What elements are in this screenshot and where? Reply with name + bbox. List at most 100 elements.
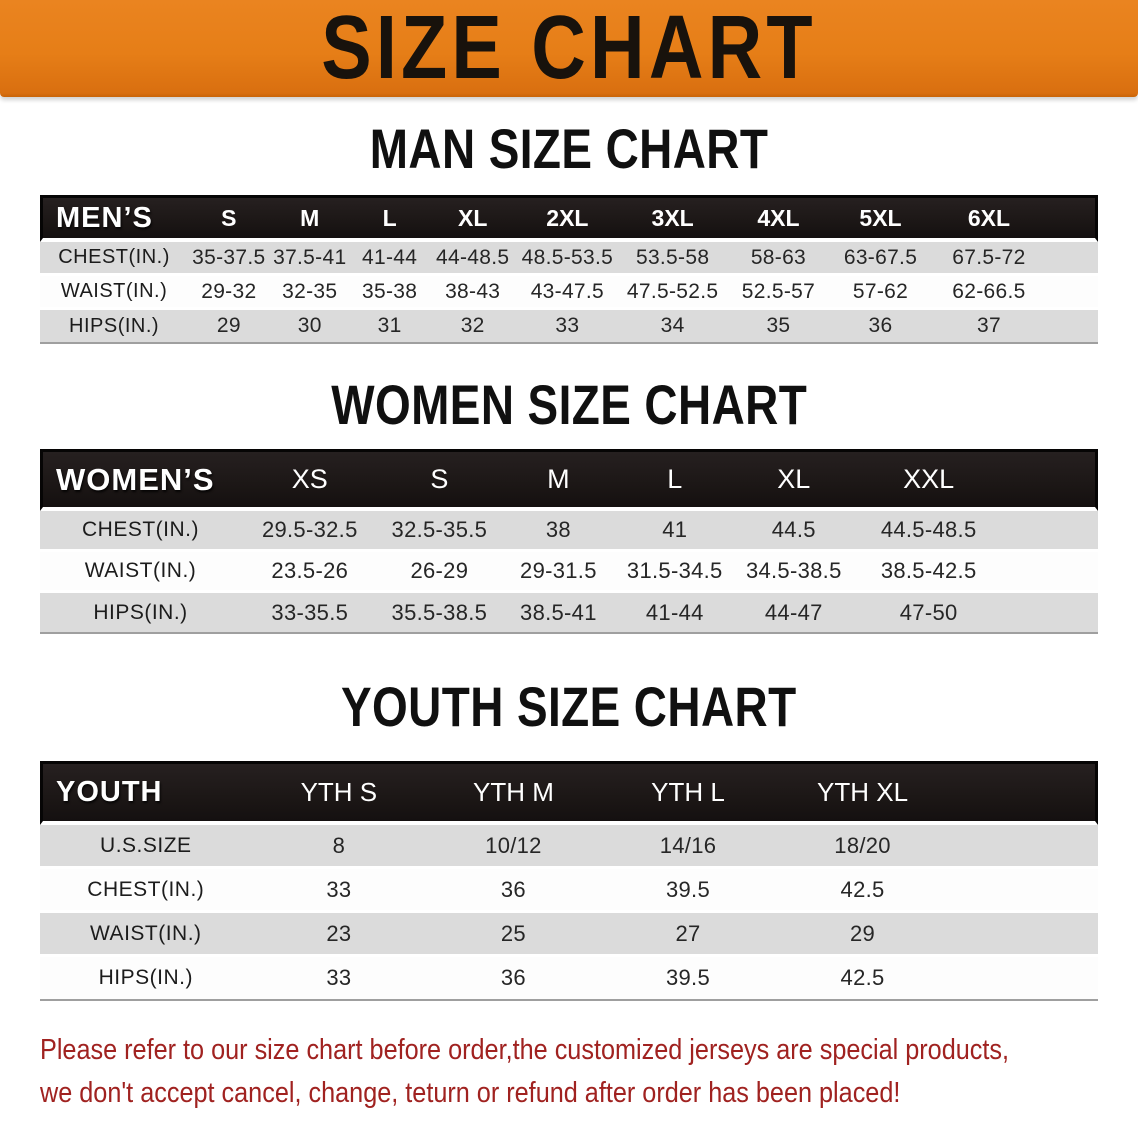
men-cell: 57-62: [830, 276, 931, 310]
youth-header-row: YOUTH YTH S YTH M YTH L YTH XL: [40, 761, 1098, 825]
women-corner-label: WOMEN’S: [40, 449, 242, 511]
men-row-label: WAIST(IN.): [40, 276, 189, 310]
men-cell: 62-66.5: [930, 276, 1048, 310]
women-size-table: WOMEN’S XS S M L XL XXL CHEST(IN.) 29.5-32.5 32.…: [40, 449, 1098, 634]
cell-spacer: [1047, 310, 1098, 344]
women-header-row: WOMEN’S XS S M L XL XXL: [40, 449, 1098, 511]
men-size-header: 3XL: [618, 195, 727, 242]
youth-section-heading-wrap: YOUTH SIZE CHART: [0, 679, 1138, 735]
men-cell: 32-35: [269, 276, 350, 310]
men-size-header: M: [269, 195, 350, 242]
women-cell: 44.5: [732, 511, 855, 552]
men-section-heading-wrap: MAN SIZE CHART: [0, 121, 1138, 177]
youth-row-label: U.S.SIZE: [40, 825, 252, 869]
women-cell: 38.5-41: [500, 593, 617, 634]
men-cell: 36: [830, 310, 931, 344]
women-cell: 38.5-42.5: [854, 552, 1003, 593]
men-size-header: 2XL: [516, 195, 619, 242]
youth-cell: 33: [251, 957, 427, 1001]
cell-spacer: [949, 957, 1098, 1001]
men-cell: 48.5-53.5: [516, 242, 619, 276]
women-cell: 33-35.5: [241, 593, 379, 634]
youth-cell: 36: [426, 957, 601, 1001]
youth-cell: 25: [426, 913, 601, 957]
women-table-row: HIPS(IN.) 33-35.5 35.5-38.5 38.5-41 41-44 44-…: [40, 593, 1098, 634]
youth-cell: 42.5: [775, 957, 950, 1001]
men-cell: 29-32: [188, 276, 270, 310]
youth-cell: 8: [251, 825, 427, 869]
disclaimer-line-1: Please refer to our size chart before or…: [40, 1034, 1010, 1066]
men-size-header: L: [349, 195, 430, 242]
women-cell: 35.5-38.5: [378, 593, 501, 634]
women-cell: 44-47: [732, 593, 855, 634]
women-table-row: WAIST(IN.) 23.5-26 26-29 29-31.5 31.5-34.5 34…: [40, 552, 1098, 593]
youth-section-heading: YOUTH SIZE CHART: [341, 675, 797, 738]
women-section-heading-wrap: WOMEN SIZE CHART: [0, 377, 1138, 433]
women-cell: 26-29: [378, 552, 501, 593]
men-cell: 47.5-52.5: [618, 276, 727, 310]
men-size-table: MEN’S S M L XL 2XL 3XL 4XL 5XL 6XL CHEST(IN.) 35-3…: [40, 195, 1098, 344]
women-cell: 41: [616, 511, 733, 552]
women-size-header: XL: [732, 449, 855, 511]
women-size-header: XS: [241, 449, 379, 511]
disclaimer: Please refer to our size chart before or…: [40, 1029, 1098, 1115]
youth-size-table-wrap: YOUTH YTH S YTH M YTH L YTH XL U.S.SIZE 8 10/1…: [40, 761, 1098, 1001]
youth-cell: 23: [251, 913, 427, 957]
men-cell: 34: [618, 310, 727, 344]
women-cell: 41-44: [616, 593, 733, 634]
women-size-header: XXL: [854, 449, 1003, 511]
men-size-header: XL: [429, 195, 517, 242]
women-size-header: L: [616, 449, 733, 511]
youth-table-row: CHEST(IN.) 33 36 39.5 42.5: [40, 869, 1098, 913]
men-size-header: 6XL: [930, 195, 1048, 242]
women-cell: 47-50: [854, 593, 1003, 634]
youth-corner-label: YOUTH: [40, 761, 252, 825]
women-cell: 38: [500, 511, 617, 552]
youth-row-label: CHEST(IN.): [40, 869, 252, 913]
cell-spacer: [949, 869, 1098, 913]
men-size-header: 5XL: [830, 195, 931, 242]
youth-cell: 27: [600, 913, 776, 957]
men-cell: 30: [269, 310, 350, 344]
men-cell: 32: [429, 310, 517, 344]
men-header-row: MEN’S S M L XL 2XL 3XL 4XL 5XL 6XL: [40, 195, 1098, 242]
men-cell: 58-63: [726, 242, 831, 276]
youth-size-table: YOUTH YTH S YTH M YTH L YTH XL U.S.SIZE 8 10/1…: [40, 761, 1098, 1001]
header-spacer: [1002, 449, 1098, 511]
men-row-label: CHEST(IN.): [40, 242, 189, 276]
men-cell: 33: [516, 310, 619, 344]
youth-table-row: WAIST(IN.) 23 25 27 29: [40, 913, 1098, 957]
cell-spacer: [1002, 552, 1098, 593]
men-cell: 29: [188, 310, 270, 344]
header-spacer: [1047, 195, 1098, 242]
women-cell: 29.5-32.5: [241, 511, 379, 552]
youth-size-header: YTH S: [251, 761, 427, 825]
youth-cell: 42.5: [775, 869, 950, 913]
cell-spacer: [1047, 276, 1098, 310]
youth-cell: 36: [426, 869, 601, 913]
women-row-label: CHEST(IN.): [40, 511, 242, 552]
men-size-header: 4XL: [726, 195, 831, 242]
men-cell: 35: [726, 310, 831, 344]
youth-cell: 29: [775, 913, 950, 957]
disclaimer-line-2: we don't accept cancel, change, teturn o…: [40, 1077, 901, 1109]
women-cell: 23.5-26: [241, 552, 379, 593]
women-row-label: WAIST(IN.): [40, 552, 242, 593]
men-table-row: HIPS(IN.) 29 30 31 32 33 34 35 36 37: [40, 310, 1098, 344]
size-chart-banner: SIZE CHART: [0, 0, 1138, 97]
header-spacer: [949, 761, 1098, 825]
men-cell: 53.5-58: [618, 242, 727, 276]
men-size-table-wrap: MEN’S S M L XL 2XL 3XL 4XL 5XL 6XL CHEST(IN.) 35-3…: [40, 195, 1098, 344]
youth-cell: 18/20: [775, 825, 950, 869]
youth-cell: 39.5: [600, 957, 776, 1001]
page-title: SIZE CHART: [321, 0, 817, 98]
women-section-heading: WOMEN SIZE CHART: [331, 373, 807, 436]
women-cell: 31.5-34.5: [616, 552, 733, 593]
women-size-table-wrap: WOMEN’S XS S M L XL XXL CHEST(IN.) 29.5-32.5 32.…: [40, 449, 1098, 634]
men-table-row: WAIST(IN.) 29-32 32-35 35-38 38-43 43-47.5 47.…: [40, 276, 1098, 310]
youth-size-header: YTH XL: [775, 761, 950, 825]
men-cell: 52.5-57: [726, 276, 831, 310]
cell-spacer: [1002, 511, 1098, 552]
men-cell: 63-67.5: [830, 242, 931, 276]
women-cell: 44.5-48.5: [854, 511, 1003, 552]
